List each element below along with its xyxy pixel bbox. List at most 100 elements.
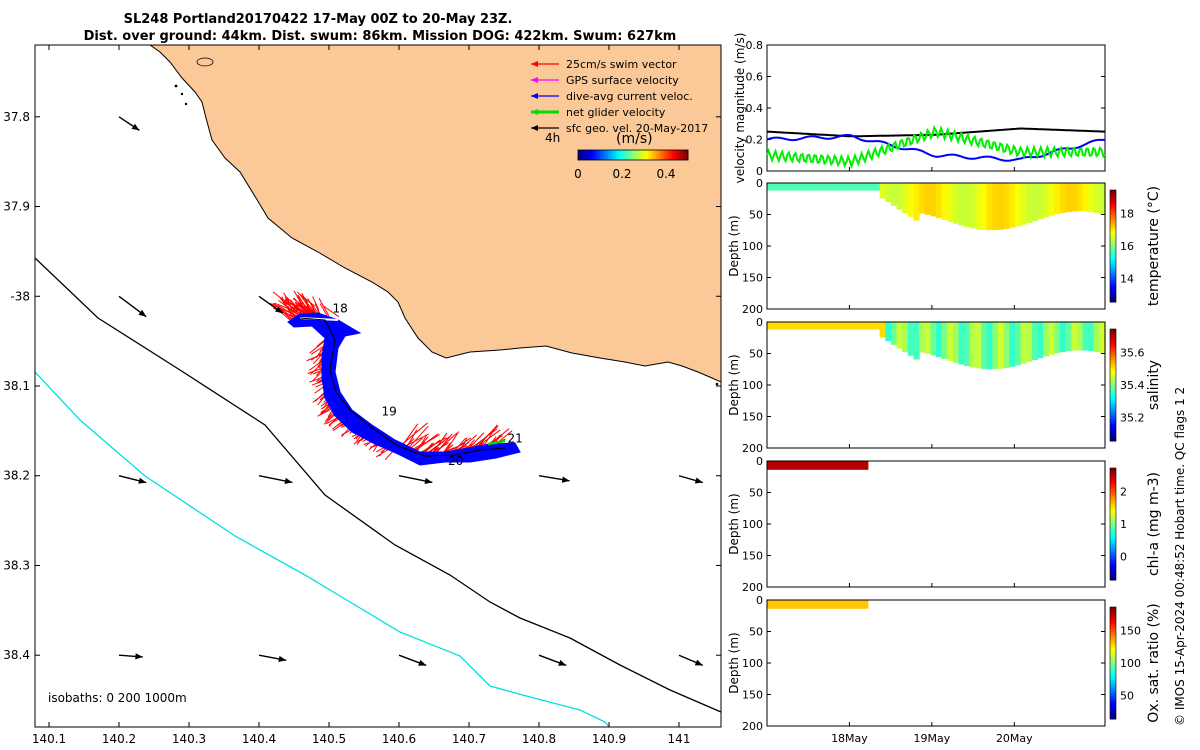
profile-cell (778, 183, 785, 191)
time-axis-label: 20May (996, 732, 1033, 745)
island (196, 57, 214, 67)
profile-cell (845, 183, 853, 191)
profile-cell (767, 600, 869, 609)
profile-colorbar-cell (1110, 538, 1116, 542)
profile-colorbar-cell (1110, 429, 1116, 434)
profile-cell (1037, 322, 1044, 359)
profile-cell (806, 322, 813, 330)
colorbar-cell (592, 150, 595, 160)
swim-vector (284, 299, 296, 311)
profile-cell (936, 183, 943, 219)
legend-label: dive-avg current veloc. (566, 90, 693, 103)
velocity-series-green (766, 124, 1106, 170)
profile-panel-chla: 0 50 100 150 200 Depth (m) 0 1 2 chl-a (mg m-3) (727, 455, 1162, 594)
profile-colorbar-cell (1110, 507, 1116, 511)
profile-colorbar-cell (1110, 415, 1116, 420)
day-label: 20 (448, 454, 463, 468)
day-label: 21 (508, 432, 523, 446)
profile-colorbar-cell (1110, 190, 1116, 194)
profile-ytick-label: 200 (742, 720, 763, 733)
profile-colorbar-cell (1110, 515, 1116, 519)
profile-ytick-label: 150 (742, 550, 763, 563)
profile-cell (879, 183, 886, 199)
profile-colorbar-cell (1110, 218, 1116, 222)
profile-colorbar-cell (1110, 493, 1116, 497)
time-axis-label: 19May (914, 732, 951, 745)
profile-colorbar-cell (1110, 682, 1116, 686)
geo-arrow-head (424, 477, 433, 485)
velocity-ytick-label: 0.2 (746, 134, 764, 147)
geo-arrow-head (274, 306, 283, 314)
profile-cell (862, 322, 869, 330)
speed-colorbar: 0 0.2 0.4 (574, 149, 689, 181)
profile-colorbar-cell (1110, 393, 1116, 397)
colorbar-cell (636, 150, 639, 160)
profile-colorbar-cell (1110, 693, 1116, 698)
profile-cell (992, 322, 999, 370)
profile-colorbar-cell (1110, 571, 1116, 575)
colorbar-cell (662, 150, 665, 160)
geo-arrow-head (135, 653, 143, 660)
swim-vector (284, 298, 299, 309)
profile-cell (789, 183, 796, 191)
profile-colorbar-cell (1110, 260, 1116, 264)
profile-colorbar-cell (1110, 357, 1116, 361)
profile-cell (767, 322, 774, 330)
geo-arrow-head (694, 477, 703, 484)
profile-cell (981, 183, 988, 230)
profile-cell (1054, 183, 1061, 215)
profile-colorbar-tick: 0 (1120, 551, 1127, 564)
colorbar-cell (664, 150, 667, 160)
legend-label: GPS surface velocity (566, 74, 679, 87)
geo-arrow-head (561, 476, 570, 483)
profile-cell (919, 322, 926, 353)
profile-colorbar-cell (1110, 510, 1116, 514)
profile-colorbar-cell (1110, 688, 1116, 692)
profile-colorbar-cell (1110, 577, 1116, 581)
colorbar-cell (612, 150, 615, 160)
profile-colorbar-cell (1110, 699, 1116, 703)
profile-cell (783, 322, 791, 330)
profile-colorbar-cell (1110, 385, 1116, 389)
swim-vector (442, 431, 460, 456)
geo-arrow-head (558, 659, 567, 666)
islet (715, 382, 719, 386)
profile-cell (834, 322, 841, 330)
profile-ytick-label: 0 (756, 177, 763, 190)
velocity-axes: 0 0.2 0.4 0.6 0.8 (746, 39, 1105, 178)
profile-colorbar-cell (1110, 195, 1116, 199)
isobath-1000m (35, 371, 611, 727)
profile-colorbar-tick: 35.2 (1120, 412, 1145, 425)
day-labels: 18 19 20 21 (333, 301, 523, 468)
profile-colorbar-cell (1110, 665, 1116, 670)
swim-vector (284, 296, 293, 310)
profile-cell (975, 183, 982, 230)
profile-colorbar-cell (1110, 274, 1116, 278)
profile-colorbar-cell (1110, 379, 1116, 383)
swim-vector (293, 297, 309, 315)
map-xtick-label: 140.2 (102, 732, 136, 746)
colorbar-cell (674, 150, 677, 160)
profile-cell (1088, 322, 1095, 352)
profile-colorbar-cell (1110, 348, 1116, 352)
map-xtick-label: 141 (668, 732, 691, 746)
profile-colorbar-cell (1110, 226, 1116, 230)
profile-cell (800, 322, 808, 330)
profile-colorbar-cell (1110, 240, 1116, 244)
profile-colorbar-cell (1110, 334, 1116, 338)
profile-colorbar-cell (1110, 404, 1116, 408)
profile-cell (992, 183, 999, 231)
profile-colorbar-cell (1110, 293, 1116, 297)
figure-title-line2: Dist. over ground: 44km. Dist. swum: 86k… (84, 29, 677, 44)
profile-colorbar-cell (1110, 268, 1116, 272)
profile-ytick-label: 200 (742, 581, 763, 594)
profile-colorbar-cell (1110, 209, 1116, 213)
profile-colorbar-cell (1110, 234, 1116, 239)
profile-ytick-label: 100 (742, 379, 763, 392)
profile-colorbar-cell (1110, 543, 1116, 547)
profile-cell (952, 183, 960, 224)
map-xtick-label: 140.3 (172, 732, 206, 746)
profile-cell (885, 183, 892, 203)
geo-arrow-head (278, 655, 287, 663)
